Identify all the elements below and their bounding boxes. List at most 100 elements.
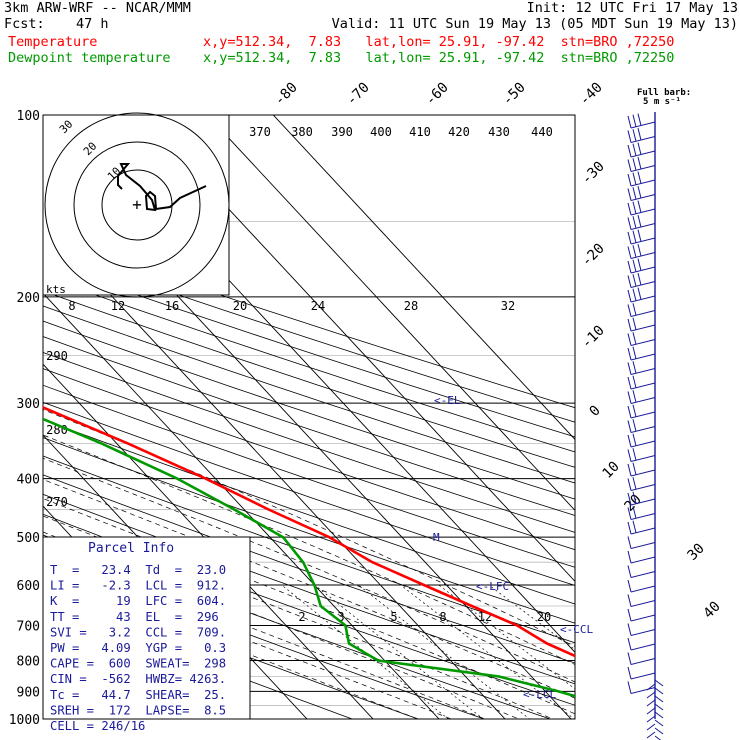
isotherm xyxy=(43,221,506,719)
pressure-tick-label: 900 xyxy=(17,685,40,700)
barb-flag xyxy=(627,115,632,129)
parcel-info-row: Tc = 44.7 SHEAR= 25. xyxy=(50,688,226,702)
barb-flag xyxy=(627,449,632,462)
dry-adiabat xyxy=(43,234,575,409)
mixing-ratio-label-upper: 32 xyxy=(501,299,515,313)
parcel-info-row: CIN = -562 HWBZ= 4263. xyxy=(50,672,226,686)
isotherm xyxy=(43,363,374,719)
barb-flag xyxy=(632,462,637,475)
isotherm-label: -40 xyxy=(577,80,606,109)
barb-flag xyxy=(627,376,632,390)
ccl-marker: <-CCL xyxy=(560,623,593,636)
isotherm-label: 10 xyxy=(600,459,623,482)
dry-adiabat xyxy=(43,290,575,468)
barb-low-level xyxy=(654,687,664,695)
barb-shaft xyxy=(630,339,656,346)
barb-low-level xyxy=(646,723,656,731)
barb-flag xyxy=(632,172,637,185)
wind-barb xyxy=(627,608,656,622)
wind-barb xyxy=(627,361,656,375)
wind-barb xyxy=(627,229,656,245)
el-marker: <-EL xyxy=(434,394,461,407)
barb-flag xyxy=(627,521,632,535)
isotherm xyxy=(206,115,575,512)
wind-barb xyxy=(627,448,656,462)
mixing-ratio-label-upper: 28 xyxy=(404,299,418,313)
lcl-marker: <-LCL xyxy=(523,688,556,701)
barb-shaft xyxy=(630,513,656,520)
wind-barb xyxy=(627,652,656,665)
barb-flag xyxy=(627,231,632,245)
wind-barb xyxy=(627,637,656,651)
barb-low-level xyxy=(646,683,656,691)
thermo-grid xyxy=(43,115,575,719)
barb-flag xyxy=(627,594,632,607)
mixing-ratio-line xyxy=(358,584,531,719)
temperature-legend-info: x,y=512.34, 7.83 lat,lon= 25.91, -97.42 … xyxy=(203,34,675,50)
barb-flag xyxy=(632,448,637,461)
pressure-tick-label: 700 xyxy=(17,619,40,634)
barb-flag xyxy=(627,217,632,230)
hodograph-trace xyxy=(117,163,207,212)
adiabat-label: 390 xyxy=(331,125,353,139)
barb-flag xyxy=(637,142,642,155)
wind-barb xyxy=(627,258,656,274)
adiabat-label-lower: 290 xyxy=(46,349,68,363)
barb-flag xyxy=(627,681,632,694)
dry-adiabat xyxy=(43,600,354,719)
barb-shaft xyxy=(630,223,656,230)
barb-low-level xyxy=(646,691,656,699)
barb-low-level xyxy=(646,731,656,739)
wind-barb xyxy=(627,142,656,158)
dry-adiabat xyxy=(43,305,575,484)
barb-flag xyxy=(627,289,632,303)
adiabat-label: 430 xyxy=(488,125,510,139)
mixing-ratio-label-lower: 5 xyxy=(390,610,397,624)
isotherm xyxy=(272,115,575,441)
wind-barb xyxy=(627,390,656,404)
barb-shaft xyxy=(630,397,656,404)
barb-flag xyxy=(627,623,632,636)
barb-shaft xyxy=(630,440,656,448)
forecast-hour: 47 h xyxy=(76,16,109,32)
pressure-tick-label: 300 xyxy=(17,397,40,412)
barb-flag xyxy=(637,127,642,141)
barb-low-level xyxy=(646,699,656,707)
barb-low-level xyxy=(654,711,664,719)
barb-shaft xyxy=(630,469,656,477)
barb-flag xyxy=(632,477,637,490)
barb-flag xyxy=(627,275,632,288)
barb-shaft xyxy=(630,165,656,172)
barb-shaft xyxy=(630,281,656,288)
hodograph-axis-label: kts xyxy=(46,283,66,296)
barb-shaft xyxy=(630,194,656,201)
wind-barb xyxy=(627,491,656,506)
wind-barb xyxy=(627,433,656,448)
level-markers: <-EL <-LFC <-CCL <-LCL M xyxy=(433,394,593,701)
mixing-ratio-line xyxy=(438,584,575,690)
barb-shaft xyxy=(630,426,656,433)
barb-flag xyxy=(637,200,642,213)
dry-adiabat xyxy=(43,455,575,644)
parcel-info-row: CELL = 246/16 xyxy=(50,719,145,733)
mixing-ratio-label-lower: 3 xyxy=(337,610,344,624)
barb-shaft xyxy=(630,629,656,636)
wind-barb xyxy=(627,550,656,564)
adiabat-label: 420 xyxy=(448,125,470,139)
barb-flag xyxy=(632,245,637,258)
barb-low-level xyxy=(654,703,664,711)
barb-flag xyxy=(632,375,637,388)
hodograph-center: + xyxy=(132,195,142,214)
barb-flag xyxy=(632,419,637,432)
wind-barb xyxy=(627,113,656,129)
barb-flag xyxy=(637,258,642,271)
dewpoint-legend-info: x,y=512.34, 7.83 lat,lon= 25.91, -97.42 … xyxy=(203,50,675,66)
mixing-ratio-line xyxy=(400,584,575,719)
wind-barb xyxy=(627,185,656,201)
barb-shaft xyxy=(630,600,656,607)
barb-flag xyxy=(632,158,637,171)
wind-barb xyxy=(627,303,656,317)
barb-shaft xyxy=(630,121,656,129)
